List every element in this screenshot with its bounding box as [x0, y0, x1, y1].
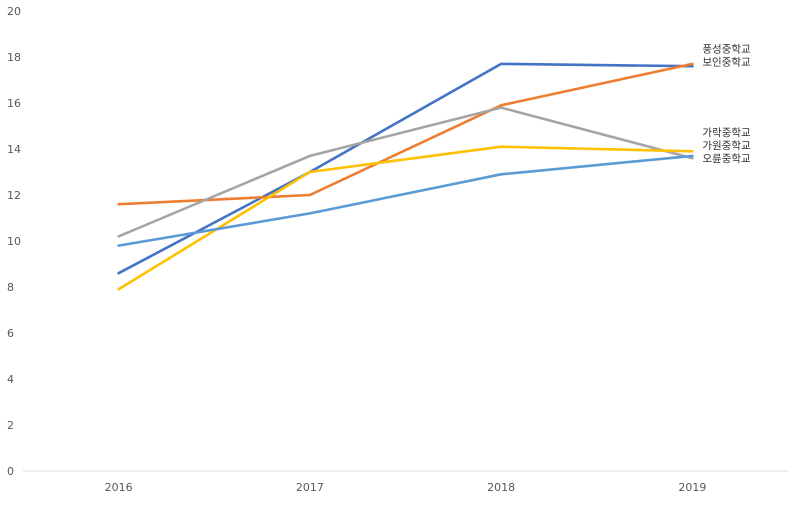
series-line-5: [117, 154, 694, 247]
y-tick-labels: 0 2 4 6 8 10 12 14 16 18 20: [7, 5, 21, 478]
y-tick-label: 0: [7, 465, 14, 478]
y-tick-label: 4: [7, 373, 14, 386]
x-tick-labels: 2016 2017 2018 2019: [105, 481, 707, 494]
y-tick-label: 12: [7, 189, 21, 202]
y-tick-label: 10: [7, 235, 21, 248]
series-label-4: 가락중학교: [702, 127, 751, 139]
y-tick-label: 2: [7, 419, 14, 432]
series-line-2: [117, 62, 694, 206]
x-tick-label: 2017: [296, 481, 324, 494]
series-label-3: 오륜중학교: [702, 153, 751, 165]
y-tick-label: 18: [7, 51, 21, 64]
x-tick-label: 2018: [487, 481, 515, 494]
series-line-1: [117, 62, 694, 275]
x-tick-label: 2016: [105, 481, 133, 494]
x-tick-label: 2019: [678, 481, 706, 494]
y-tick-label: 14: [7, 143, 21, 156]
series-label-5: 가원중학교: [702, 140, 751, 152]
y-tick-label: 20: [7, 5, 21, 18]
series-label-2: 풍성중학교: [702, 44, 751, 56]
series-lines: [117, 62, 694, 291]
y-tick-label: 6: [7, 327, 14, 340]
series-line-4: [117, 145, 694, 291]
series-line-3: [117, 106, 694, 238]
y-tick-label: 8: [7, 281, 14, 294]
series-label-1: 보인중학교: [702, 57, 751, 69]
y-tick-label: 16: [7, 97, 21, 110]
